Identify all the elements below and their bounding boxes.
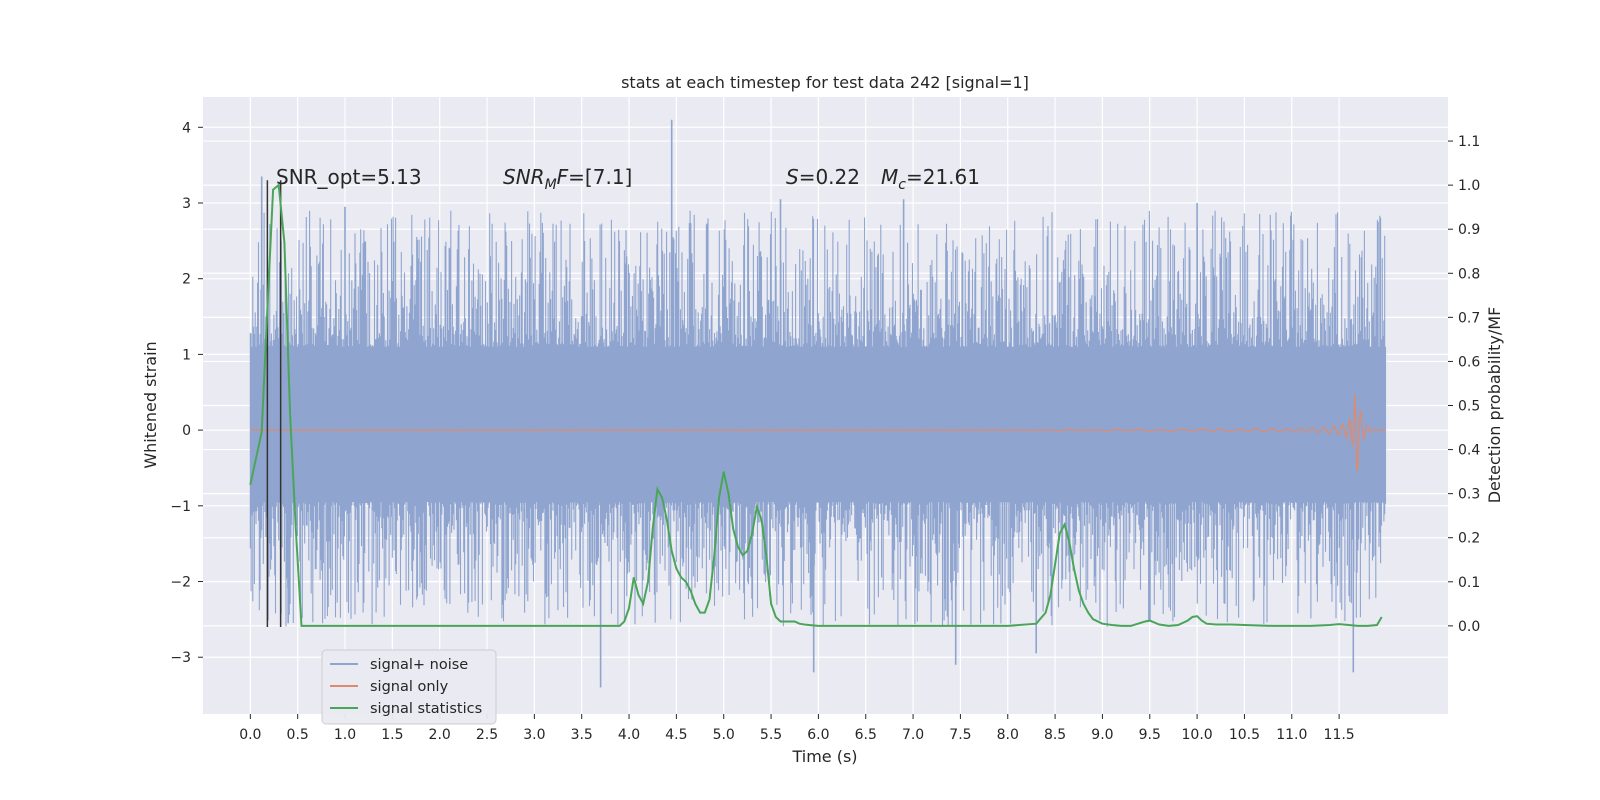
annotation-mc-sub: c xyxy=(898,177,906,193)
series-signal-noise xyxy=(249,119,1387,688)
annotation-snr-mf-value: =[7.1] xyxy=(568,165,632,189)
x-tick-label: 0.5 xyxy=(287,727,309,743)
x-tick-label: 11.5 xyxy=(1324,727,1355,743)
y-right-tick-label: 0.9 xyxy=(1458,222,1480,238)
y-left-tick-label: 1 xyxy=(182,347,191,363)
series-layer xyxy=(249,119,1387,688)
axes-layer: 0.0 0.5 1.0 1.5 2.0 2.5 3.0 3.5 4.0 4.5 5.0 5.5 6.0 6… xyxy=(170,120,1480,743)
annotation-mc-symbol: M xyxy=(881,165,898,189)
legend: signal+ noise signal only signal statistic… xyxy=(321,649,497,725)
x-axis-label: Time (s) xyxy=(791,747,857,766)
y-axis-label-right: Detection probability/MF xyxy=(1485,307,1504,504)
annotation-s-value: =0.22 xyxy=(799,165,860,189)
annotation-snr-mf-rest: F=[7.1] xyxy=(557,165,633,189)
annotation-s: S=0.22 xyxy=(786,165,860,189)
y-left-tick-label: 2 xyxy=(182,272,191,288)
x-tick-label: 2.0 xyxy=(429,727,451,743)
x-tick-label: 4.5 xyxy=(665,727,687,743)
y-left-tick-label: −1 xyxy=(170,499,191,515)
legend-label: signal+ noise xyxy=(370,657,468,673)
y-right-tick-label: 0.4 xyxy=(1458,443,1480,459)
x-tick-label: 11.0 xyxy=(1276,727,1307,743)
x-tick-label: 8.0 xyxy=(997,727,1019,743)
annotation-mc: Mc=21.61 xyxy=(881,165,980,193)
x-tick-label: 8.5 xyxy=(1044,727,1066,743)
x-tick-label: 6.0 xyxy=(807,727,829,743)
y-right-tick-label: 0.1 xyxy=(1458,575,1480,591)
y-right-tick-label: 0.6 xyxy=(1458,354,1480,370)
x-tick-label: 7.5 xyxy=(949,727,971,743)
y-right-tick-label: 1.1 xyxy=(1458,134,1480,150)
y-right-tick-label: 0.7 xyxy=(1458,310,1480,326)
noise-spikes xyxy=(249,210,1387,627)
annotation-mc-value: =21.61 xyxy=(906,165,980,189)
annotation-snr-mf-snr: SNR xyxy=(503,165,545,189)
y-right-tick-label: 0.8 xyxy=(1458,266,1480,282)
annotation-snr-opt: SNR_opt=5.13 xyxy=(276,165,422,189)
x-tick-label: 6.5 xyxy=(855,727,877,743)
series-signal-statistics xyxy=(249,183,1383,627)
x-tick-label: 1.0 xyxy=(334,727,356,743)
y-axis-label-left: Whitened strain xyxy=(141,341,160,468)
legend-box xyxy=(321,649,497,725)
y-right-tick-label: 1.0 xyxy=(1458,178,1480,194)
legend-label: signal statistics xyxy=(370,701,482,717)
annotation-snr-mf-sub: M xyxy=(545,177,557,193)
x-tick-label: 9.0 xyxy=(1091,727,1113,743)
annotation-snr-mf-f: F xyxy=(557,165,569,189)
x-tick-label: 9.5 xyxy=(1139,727,1161,743)
x-tick-label: 4.0 xyxy=(618,727,640,743)
annotation-snr-mf: SNRMF=[7.1] xyxy=(503,165,632,193)
annotations: SNR_opt=5.13 SNRMF=[7.1] S=0.22 Mc=21.61 xyxy=(276,165,980,193)
y-left-tick-label: 3 xyxy=(182,196,191,212)
y-right-tick-label: 0.2 xyxy=(1458,531,1480,547)
y-left-tick-label: −2 xyxy=(170,575,191,591)
x-tick-label: 5.5 xyxy=(760,727,782,743)
legend-label: signal only xyxy=(370,679,449,695)
y-left-tick-label: 0 xyxy=(182,423,191,439)
y-right-tick-label: 0.5 xyxy=(1458,399,1480,415)
y-right-tick-label: 0.0 xyxy=(1458,619,1480,635)
series-signal-only xyxy=(250,394,1386,472)
y-right-tick-label: 0.3 xyxy=(1458,487,1480,503)
x-tick-label: 7.0 xyxy=(902,727,924,743)
x-tick-label: 3.0 xyxy=(523,727,545,743)
chart-title: stats at each timestep for test data 242… xyxy=(621,73,1029,92)
x-tick-label: 10.0 xyxy=(1182,727,1213,743)
noise-peaks xyxy=(260,119,1355,688)
y-left-tick-label: −3 xyxy=(170,650,191,666)
x-tick-label: 10.5 xyxy=(1229,727,1260,743)
x-tick-label: 0.0 xyxy=(239,727,261,743)
x-tick-label: 2.5 xyxy=(476,727,498,743)
x-tick-label: 5.0 xyxy=(713,727,735,743)
annotation-s-symbol: S xyxy=(786,165,799,189)
y-left-tick-label: 4 xyxy=(182,120,191,136)
x-tick-label: 1.5 xyxy=(381,727,403,743)
x-tick-label: 3.5 xyxy=(571,727,593,743)
